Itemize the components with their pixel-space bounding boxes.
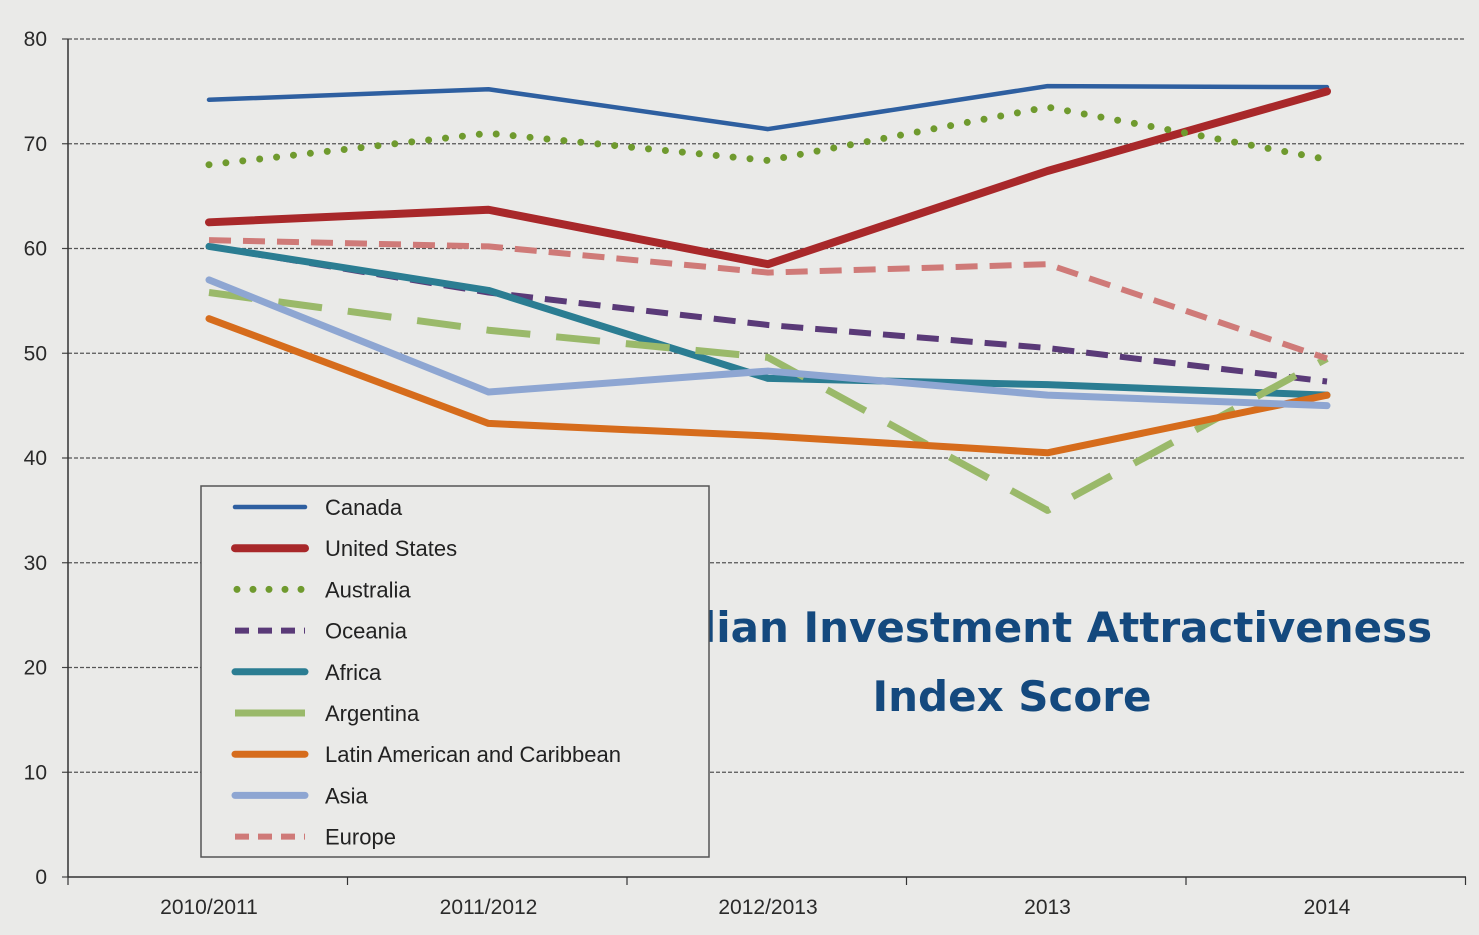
series-line-latin-american-and-caribbean <box>205 315 1331 457</box>
x-tick-label: 2011/2012 <box>440 896 538 919</box>
y-tick-label: 30 <box>24 552 47 575</box>
y-tick-label: 20 <box>24 657 47 680</box>
y-tick-label: 60 <box>24 238 47 261</box>
x-tick-label: 2010/2011 <box>160 896 258 919</box>
series-line-australia <box>205 103 1331 169</box>
y-tick-label: 40 <box>24 447 47 470</box>
legend-label: Australia <box>325 577 411 602</box>
legend-label: Canada <box>325 495 403 520</box>
legend-label: Asia <box>325 783 369 808</box>
series-line-united-states <box>205 87 1331 269</box>
axes: 0 10 20 30 40 50 60 70 80 2010/2011 2011/2012 2012/… <box>24 28 1467 919</box>
series-line-africa <box>205 242 1331 399</box>
y-tick-label: 50 <box>24 342 47 365</box>
y-tick-label: 70 <box>24 133 47 156</box>
legend-label: Africa <box>325 660 382 685</box>
y-tick-label: 10 <box>24 761 47 784</box>
legend-label: Europe <box>325 825 396 850</box>
chart-title-line-1: Median Investment Attractiveness <box>616 603 1432 652</box>
legend-label: Latin American and Caribbean <box>325 742 621 767</box>
y-tick-label: 0 <box>35 866 47 889</box>
series-line-europe <box>208 237 1328 362</box>
series-line-asia <box>205 276 1331 410</box>
series-line-argentina <box>208 289 1329 514</box>
series-line-canada <box>206 83 1330 132</box>
x-tick-label: 2014 <box>1304 896 1351 919</box>
chart-title-line-2: Index Score <box>873 672 1152 721</box>
title-backdrop <box>572 590 1472 730</box>
y-tick-label: 80 <box>24 28 47 51</box>
legend-label: United States <box>325 536 457 561</box>
x-tick-label: 2012/2013 <box>718 896 817 919</box>
legend-label: Oceania <box>325 619 408 644</box>
legend-label: Argentina <box>325 701 420 726</box>
series-lines <box>205 83 1331 514</box>
x-tick-label: 2013 <box>1024 896 1071 919</box>
legend: Canada United States Australia Oceania Afric… <box>200 485 710 858</box>
